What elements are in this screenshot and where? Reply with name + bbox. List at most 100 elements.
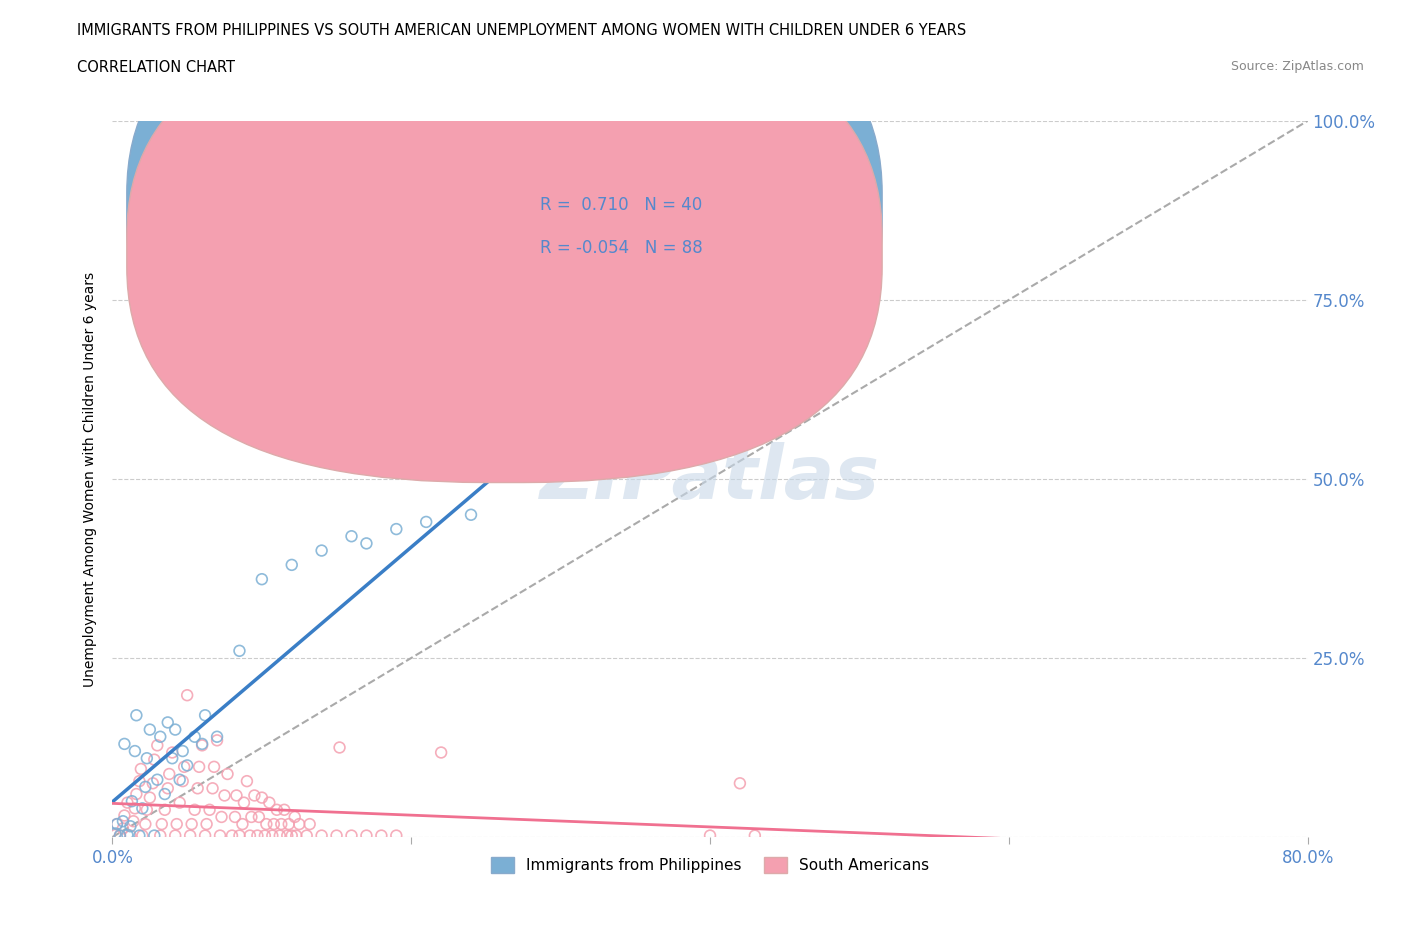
Point — [699, 828, 721, 843]
Point — [211, 809, 233, 824]
Point — [276, 828, 298, 843]
Point — [243, 788, 266, 803]
Point — [744, 828, 766, 843]
Point — [149, 828, 172, 843]
Point — [146, 772, 169, 787]
Point — [728, 776, 751, 790]
FancyBboxPatch shape — [127, 20, 882, 483]
Point — [194, 828, 217, 843]
Point — [325, 828, 347, 843]
Point — [187, 781, 209, 796]
Point — [165, 828, 187, 843]
Point — [217, 766, 239, 781]
Point — [104, 828, 127, 843]
Point — [105, 817, 128, 831]
Point — [205, 729, 228, 744]
Point — [385, 828, 408, 843]
Legend: Immigrants from Philippines, South Americans: Immigrants from Philippines, South Ameri… — [485, 851, 935, 880]
Point — [259, 795, 281, 810]
Point — [224, 809, 246, 824]
Text: IMMIGRANTS FROM PHILIPPINES VS SOUTH AMERICAN UNEMPLOYMENT AMONG WOMEN WITH CHIL: IMMIGRANTS FROM PHILIPPINES VS SOUTH AME… — [77, 23, 966, 38]
Point — [236, 774, 259, 789]
Point — [240, 809, 263, 824]
Text: Source: ZipAtlas.com: Source: ZipAtlas.com — [1230, 60, 1364, 73]
Text: R =  0.710   N = 40: R = 0.710 N = 40 — [540, 196, 703, 214]
Point — [356, 828, 378, 843]
Point — [194, 708, 217, 723]
Point — [340, 828, 363, 843]
Point — [149, 729, 172, 744]
Point — [277, 817, 299, 831]
Point — [165, 722, 187, 737]
Point — [295, 828, 318, 843]
Point — [356, 536, 378, 551]
Point — [134, 779, 156, 794]
Point — [269, 828, 291, 843]
Point — [114, 808, 135, 823]
Point — [329, 740, 352, 755]
Point — [135, 803, 157, 817]
Point — [117, 828, 139, 843]
Point — [156, 781, 179, 796]
Point — [273, 803, 295, 817]
Point — [202, 760, 225, 775]
Point — [153, 803, 176, 817]
Point — [298, 817, 321, 831]
Point — [250, 572, 273, 587]
Point — [162, 751, 183, 765]
Point — [117, 795, 139, 810]
Point — [150, 817, 173, 831]
Point — [166, 817, 188, 831]
Point — [254, 817, 277, 831]
Point — [233, 795, 256, 810]
Point — [191, 737, 214, 751]
Text: ZIPatlas: ZIPatlas — [540, 443, 880, 515]
Point — [198, 803, 221, 817]
Point — [311, 828, 333, 843]
Point — [250, 790, 273, 805]
Point — [121, 794, 143, 809]
Point — [111, 814, 134, 829]
Point — [176, 688, 198, 703]
Point — [176, 758, 198, 773]
Point — [214, 788, 236, 803]
Point — [180, 817, 202, 831]
Y-axis label: Unemployment Among Women with Children Under 6 years: Unemployment Among Women with Children U… — [83, 272, 97, 686]
Point — [209, 828, 232, 843]
Point — [239, 828, 262, 843]
Point — [173, 760, 195, 775]
Point — [188, 760, 211, 775]
Point — [114, 737, 135, 751]
Point — [143, 752, 166, 767]
Point — [125, 787, 148, 802]
Point — [228, 644, 250, 658]
Point — [191, 737, 214, 752]
Point — [142, 776, 165, 790]
Point — [172, 744, 194, 759]
Point — [281, 557, 304, 572]
Point — [263, 817, 285, 831]
Point — [266, 803, 288, 817]
Point — [169, 795, 191, 810]
Point — [131, 801, 153, 816]
Point — [262, 828, 284, 843]
Point — [284, 809, 307, 824]
Point — [169, 772, 191, 787]
Point — [128, 774, 150, 789]
Point — [162, 745, 183, 760]
Point — [385, 522, 408, 537]
Point — [172, 774, 194, 789]
Point — [270, 817, 292, 831]
Point — [311, 543, 333, 558]
Text: R = -0.054   N = 88: R = -0.054 N = 88 — [540, 239, 703, 257]
FancyBboxPatch shape — [127, 0, 882, 440]
Point — [143, 828, 166, 843]
Point — [285, 828, 308, 843]
Point — [108, 828, 131, 843]
Point — [157, 766, 180, 781]
Point — [415, 514, 437, 529]
Point — [131, 828, 153, 843]
Point — [247, 809, 270, 824]
Point — [128, 828, 150, 843]
Point — [122, 814, 145, 829]
